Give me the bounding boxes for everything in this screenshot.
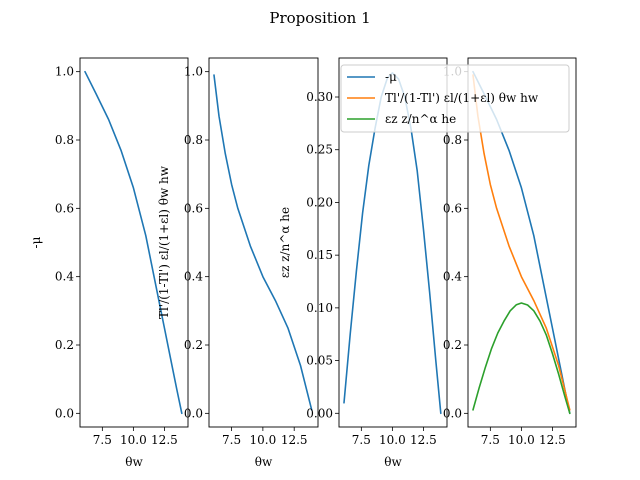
axes-frame: [338, 57, 448, 428]
x-tick-label: 7.5: [93, 433, 112, 447]
y-axis-label: εz z/n^α he: [278, 207, 292, 278]
legend-box: [340, 64, 570, 133]
x-tick-label: 10.0: [508, 433, 535, 447]
y-tick-label: 0.8: [443, 133, 462, 147]
y-tick-label: 0.4: [184, 270, 203, 284]
y-tick-label: 0.6: [184, 201, 203, 215]
y-tick-label: 0.0: [443, 406, 462, 420]
y-tick-label: 0.0: [55, 406, 74, 420]
y-tick-label: 0.6: [443, 201, 462, 215]
x-tick-label: 12.5: [151, 433, 178, 447]
subplot-2: 7.5 10.0 12.5 0.0 0.2 0.4 0.6 0.8 1.0 θw Tl'/(1-Tl…: [157, 57, 319, 469]
x-axis-label: θw: [255, 455, 273, 469]
y-tick-label: 0.2: [443, 338, 462, 352]
y-tick-label: 1.0: [184, 65, 203, 79]
figure-title: Proposition 1: [269, 9, 370, 27]
y-tick-label: 1.0: [55, 65, 74, 79]
x-tick-label: 7.5: [352, 433, 371, 447]
y-axis-label: Tl'/(1-Tl') εl/(1+εl) θw hw: [157, 165, 171, 319]
y-tick-label: 0.10: [306, 301, 333, 315]
series-line-1: [213, 74, 313, 411]
y-tick-label: 0.0: [184, 406, 203, 420]
x-axis-label: θw: [125, 455, 143, 469]
x-tick-label: 12.5: [410, 433, 437, 447]
y-tick-label: 0.15: [306, 248, 333, 262]
axes-frame: [467, 57, 577, 428]
x-tick-label: 10.0: [379, 433, 406, 447]
y-tick-label: 0.8: [55, 133, 74, 147]
x-tick-label: 10.0: [250, 433, 277, 447]
series-line-3: [472, 302, 571, 415]
y-tick-label: 0.4: [443, 270, 462, 284]
x-tick-label: 12.5: [539, 433, 566, 447]
legend-entry: -μ: [385, 70, 397, 84]
y-tick-label: 0.30: [306, 90, 333, 104]
subplot-4: 7.510.012.50.00.20.40.60.81.0-μTl'/(1-Tl…: [340, 57, 577, 447]
y-tick-label: 0.05: [306, 354, 333, 368]
legend: -μ Tl'/(1-Tl') εl/(1+εl) θw hw εz z/n^α he: [340, 64, 570, 133]
legend-entry: εz z/n^α he: [385, 112, 456, 126]
y-tick-label: 0.8: [184, 133, 203, 147]
subplots: 7.5 10.0 12.5 0.0 0.2 0.4 0.6 0.8 1.0 θw -μ 7.5 10.0…: [29, 57, 577, 469]
axes-frame: [79, 57, 189, 428]
axes-frame: [208, 57, 319, 428]
y-tick-label: 0.00: [306, 406, 333, 420]
y-tick-label: 0.20: [306, 195, 333, 209]
y-tick-label: 0.6: [55, 201, 74, 215]
x-tick-label: 7.5: [481, 433, 500, 447]
y-tick-label: 0.2: [55, 338, 74, 352]
y-tick-label: 0.4: [55, 270, 74, 284]
series-line-2: [472, 74, 571, 411]
series-line-1: [84, 70, 183, 415]
y-axis-label: -μ: [29, 236, 43, 248]
legend-entry: Tl'/(1-Tl') εl/(1+εl) θw hw: [385, 91, 539, 105]
x-tick-label: 7.5: [222, 433, 241, 447]
y-tick-label: 0.2: [184, 338, 203, 352]
x-tick-label: 12.5: [281, 433, 308, 447]
x-tick-label: 10.0: [120, 433, 147, 447]
y-tick-label: 0.25: [306, 143, 333, 157]
subplot-1: 7.5 10.0 12.5 0.0 0.2 0.4 0.6 0.8 1.0 θw -μ: [29, 57, 189, 469]
x-axis-label: θw: [384, 455, 402, 469]
